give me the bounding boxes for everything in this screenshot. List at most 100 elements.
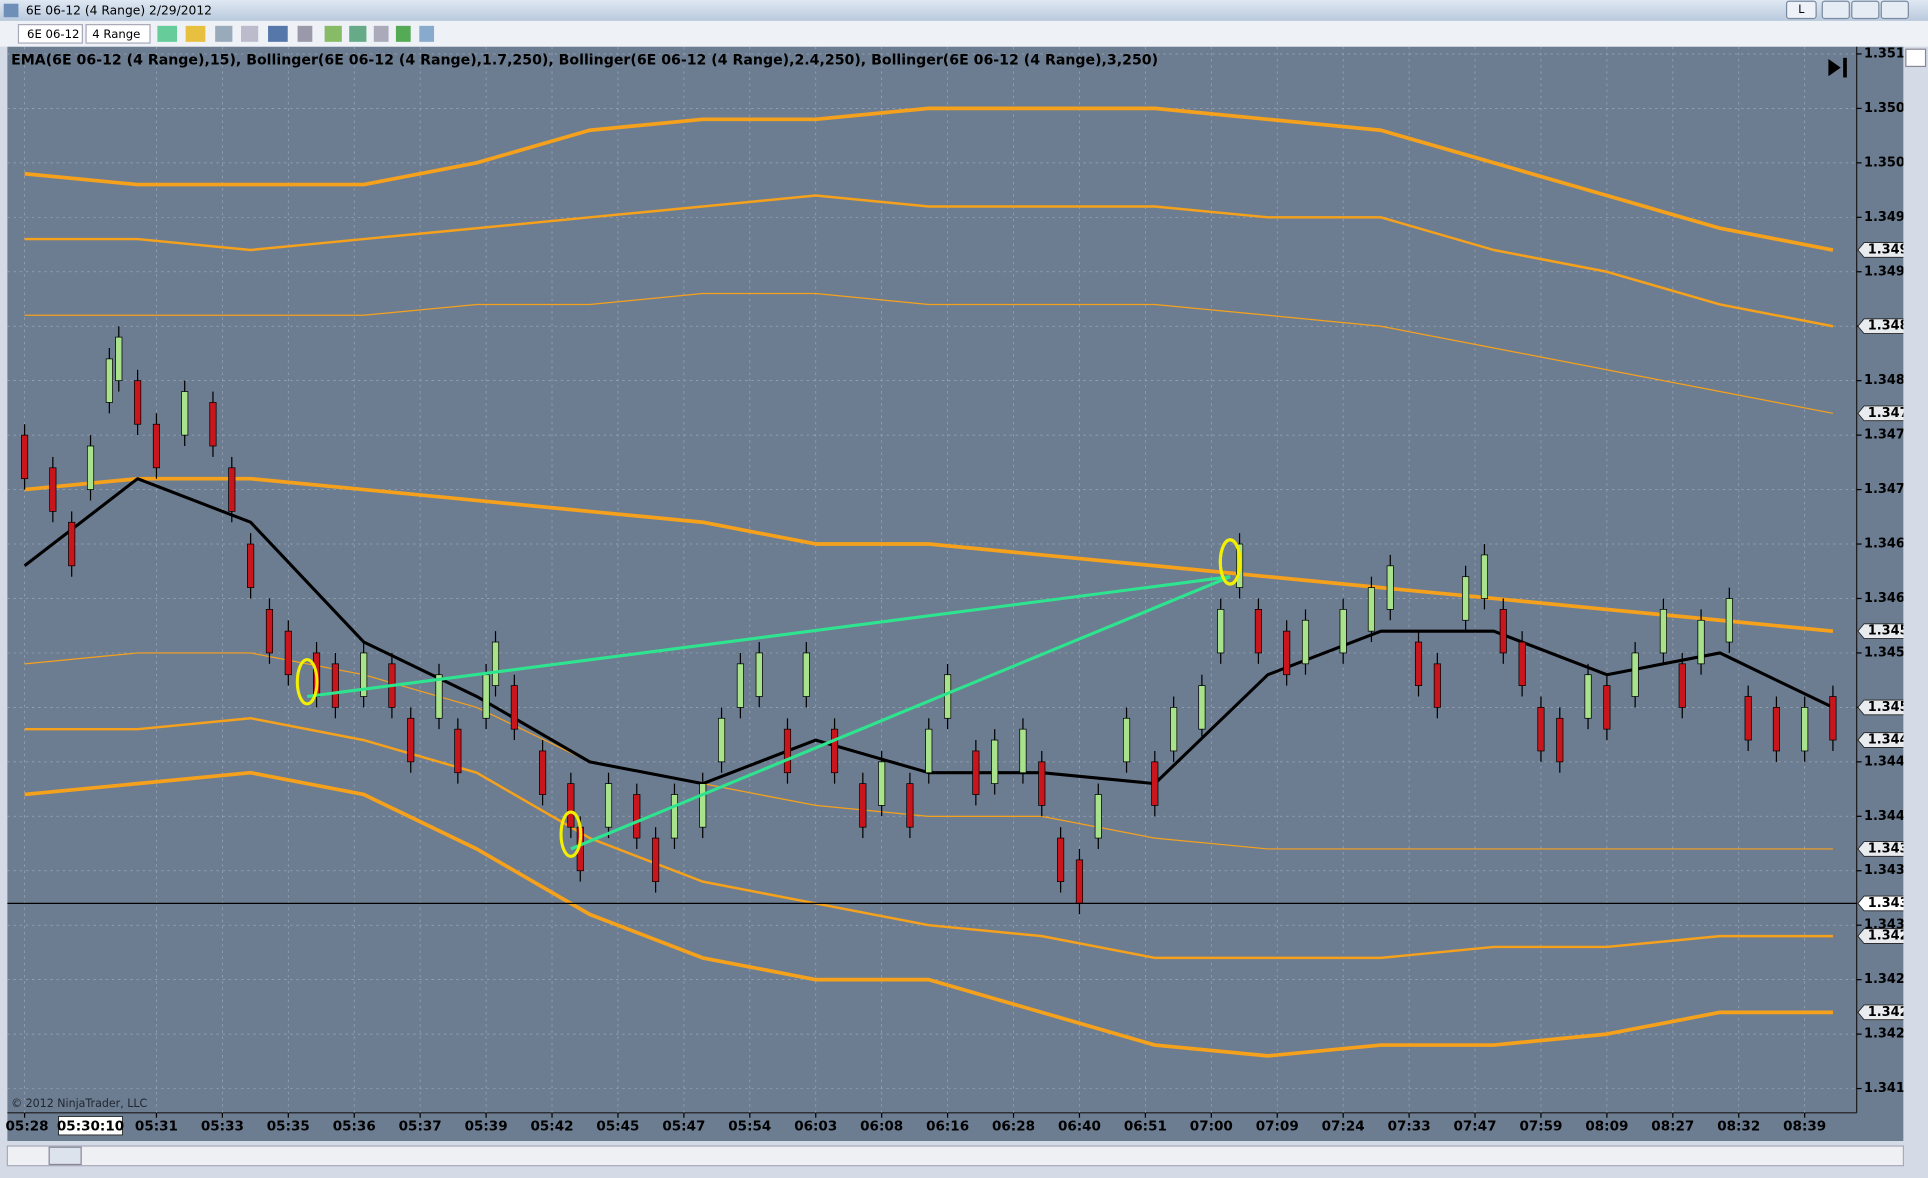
title-bar — [0, 0, 1928, 21]
candle-body — [1254, 609, 1262, 654]
tool-icon[interactable] — [395, 25, 411, 42]
bollinger-line — [24, 476, 1834, 634]
x-tick-label: 05:35 — [267, 1118, 310, 1134]
instrument-selector[interactable] — [17, 24, 83, 44]
chart-background — [7, 46, 1904, 1142]
candle-body — [1518, 641, 1526, 686]
app-icon — [3, 3, 19, 18]
candle-body — [152, 423, 161, 469]
tool-icon[interactable] — [419, 25, 435, 42]
candle-body — [831, 728, 839, 774]
candle-body — [1075, 859, 1084, 904]
candle-body — [1057, 837, 1065, 883]
tool-icon[interactable] — [268, 25, 288, 42]
candle-body — [1217, 609, 1225, 654]
crosshair-time-box — [58, 1116, 123, 1136]
y-tick-label: 1.3445 — [1864, 754, 1914, 769]
minimize-button[interactable] — [1821, 0, 1850, 20]
y-tick-label: 1.3420 — [1864, 1027, 1914, 1042]
tool-icon[interactable] — [324, 25, 342, 42]
candle-body — [510, 685, 518, 730]
candle-body — [604, 783, 613, 828]
maximize-button[interactable] — [1851, 0, 1880, 20]
candle-body — [755, 652, 763, 697]
candle-body — [491, 641, 500, 686]
instrument: 6E 06-12 — [27, 27, 79, 41]
tool-icon[interactable] — [157, 25, 178, 42]
candle-body — [1772, 707, 1780, 752]
x-tick-label: 08:09 — [1585, 1118, 1628, 1134]
trendline — [306, 575, 1231, 699]
tool-icon[interactable] — [297, 25, 313, 42]
candle-body — [1151, 761, 1159, 806]
candle-body — [633, 794, 641, 839]
candle-body — [1659, 609, 1667, 654]
candle-body — [454, 728, 462, 774]
candle-body — [1462, 576, 1470, 621]
candle-body — [228, 467, 236, 512]
tool-icon[interactable] — [241, 25, 259, 42]
candle-body — [1744, 696, 1752, 741]
candle-body — [1283, 630, 1291, 676]
y-tick-label: 1.3425 — [1864, 972, 1914, 987]
y-tick-label: 1.3440 — [1864, 809, 1914, 824]
right-scrollbar[interactable] — [1903, 46, 1928, 1142]
bollinger-line — [24, 717, 1833, 960]
trendline — [570, 575, 1231, 851]
candle-body — [539, 750, 547, 795]
y-tick-label: 1.3465 — [1864, 537, 1914, 552]
candle-body — [360, 652, 368, 697]
y-tick-label: 1.3460 — [1864, 591, 1914, 606]
tool-icon[interactable] — [349, 25, 367, 42]
y-tick-label: 1.3510 — [1864, 46, 1914, 61]
x-tick-label: 07:33 — [1388, 1118, 1431, 1134]
candle-body — [1301, 619, 1310, 665]
period-selector[interactable] — [85, 24, 151, 44]
toolbar-icons — [157, 25, 435, 42]
highlight-ellipse — [1218, 538, 1242, 586]
x-tick-label: 08:27 — [1651, 1118, 1694, 1134]
x-tick-label: 05:54 — [728, 1118, 771, 1134]
tool-icon[interactable] — [373, 25, 389, 42]
x-tick-label: 06:16 — [926, 1118, 969, 1134]
candle-body — [802, 652, 810, 697]
candle-body — [906, 783, 914, 828]
x-tick-label: 06:40 — [1058, 1118, 1101, 1134]
indicator-label: EMA(6E 06-12 (4 Range),15), Bollinger(6E… — [11, 52, 1158, 68]
candle-body — [435, 674, 443, 719]
candle-body — [1697, 619, 1705, 665]
candle-body — [105, 358, 113, 403]
scroll-arrow[interactable] — [1905, 48, 1927, 68]
candle-body — [331, 663, 339, 708]
candle-body — [1433, 663, 1441, 708]
x-tick-label: 05:33 — [201, 1118, 244, 1134]
candle-body — [1556, 717, 1564, 763]
horizontal-scrollbar[interactable] — [6, 1145, 1905, 1167]
scroll-end-button[interactable] — [1828, 57, 1847, 78]
candle-body — [1386, 565, 1394, 610]
close-button[interactable] — [1880, 0, 1909, 20]
crosshair-time-label: 05:30:10 — [57, 1118, 124, 1134]
scroll-thumb[interactable] — [48, 1146, 82, 1166]
candle-body — [1198, 685, 1206, 730]
window-button[interactable] — [1785, 0, 1817, 20]
x-tick-label: 05:31 — [135, 1118, 178, 1134]
y-tick-label: 1.3500 — [1864, 155, 1914, 170]
candle-body — [699, 783, 707, 828]
candle-body — [1367, 587, 1375, 632]
copyright: © 2012 NinjaTrader, LLC — [11, 1097, 147, 1110]
candle-body — [717, 717, 726, 763]
candle-body — [1603, 685, 1611, 730]
y-tick-label: 1.3470 — [1864, 482, 1914, 497]
tool-icon[interactable] — [215, 25, 233, 42]
candle-body — [652, 837, 660, 883]
candle-body — [1584, 674, 1592, 719]
play-icon — [1828, 59, 1841, 77]
plot — [7, 106, 1857, 1058]
candle-body — [181, 391, 189, 436]
tool-icon[interactable] — [185, 25, 206, 42]
candle-body — [247, 543, 255, 588]
candle-body — [482, 674, 490, 719]
